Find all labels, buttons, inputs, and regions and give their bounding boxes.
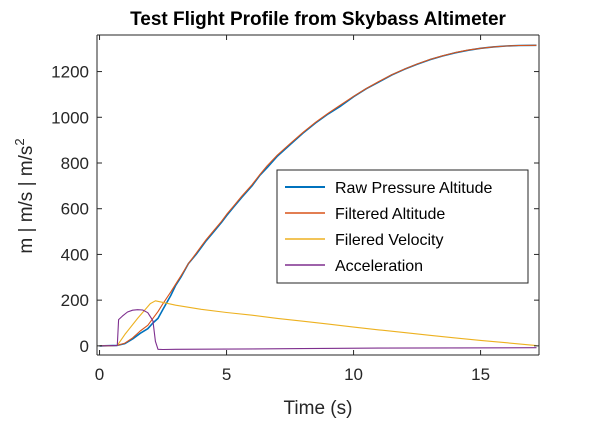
series-line-3	[99, 309, 537, 351]
y-tick-label: 0	[80, 337, 89, 356]
x-axis-label: Time (s)	[284, 398, 353, 419]
y-tick-label: 800	[61, 154, 89, 173]
y-tick-label: 200	[61, 291, 89, 310]
x-tick-label: 10	[344, 365, 363, 384]
y-tick-label: 600	[61, 200, 89, 219]
axes-layer: 0 5 10 15 0 200 400 600 800 1000 1200	[51, 34, 540, 384]
y-tick-label: 400	[61, 245, 89, 264]
x-tick-label: 15	[471, 365, 490, 384]
legend-label: Raw Pressure Altitude	[335, 180, 493, 197]
legend: Raw Pressure Altitude Filtered Altitude Fi…	[276, 169, 529, 284]
legend-box	[276, 169, 529, 284]
chart-title: Test Flight Profile from Skybass Altimet…	[130, 9, 506, 30]
y-tick-label: 1000	[51, 108, 89, 127]
legend-label: Acceleration	[335, 258, 423, 275]
y-axis-label-main: m | m/s | m/s	[16, 146, 37, 254]
series-layer	[99, 44, 537, 351]
series-line-1	[99, 44, 537, 347]
y-tick-label: 1200	[51, 63, 89, 82]
y-axis-label-superscript: 2	[12, 138, 27, 145]
x-tick-label: 0	[95, 365, 104, 384]
legend-label: Filered Velocity	[335, 232, 444, 249]
legend-label: Filtered Altitude	[335, 206, 445, 223]
y-axis-label: m | m/s | m/s2	[12, 138, 37, 253]
x-tick-label: 5	[222, 365, 231, 384]
